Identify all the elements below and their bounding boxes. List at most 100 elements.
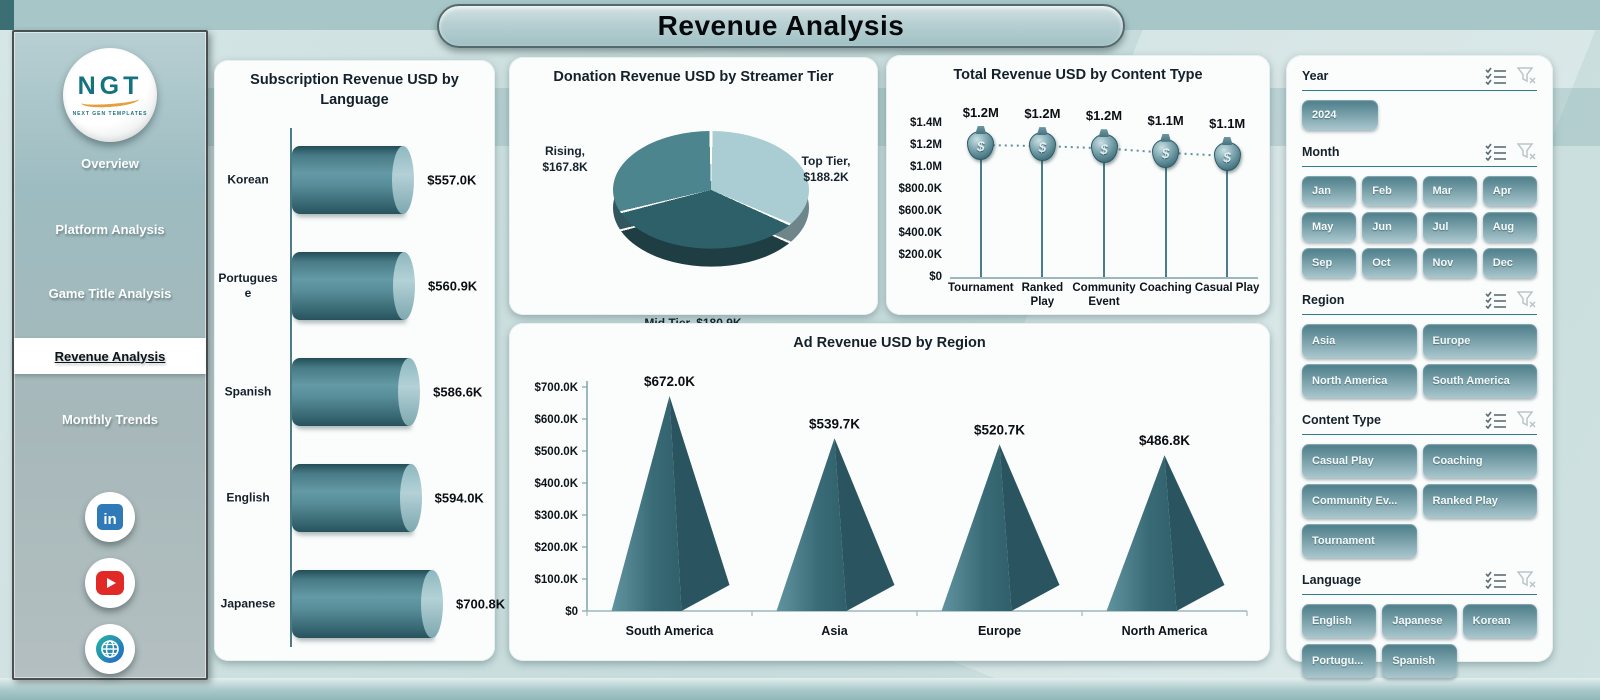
chart-title: Total Revenue USD by Content Type xyxy=(953,67,1203,83)
slicer-option-ranked-play[interactable]: Ranked Play xyxy=(1422,484,1537,518)
money-bag-icon[interactable]: $ xyxy=(1152,138,1180,168)
money-bag-icon[interactable]: $ xyxy=(1028,132,1056,162)
pie-slices[interactable] xyxy=(613,131,809,249)
pyramid-side-face xyxy=(834,438,895,611)
y-axis-line xyxy=(290,128,292,647)
slicer-options: Asia Europe North America South America xyxy=(1302,324,1537,398)
sidebar-item-game-title-analysis[interactable]: Game Title Analysis xyxy=(48,285,172,301)
slicer-option-south-america[interactable]: South America xyxy=(1422,364,1537,398)
value-label: $560.9K xyxy=(428,278,478,294)
slicer-option-dec[interactable]: Dec xyxy=(1482,248,1537,278)
category-label: Community Event xyxy=(1072,282,1136,308)
pyramid-front-face xyxy=(941,444,1012,611)
slicer-option-korean[interactable]: Korean xyxy=(1462,604,1537,638)
money-bag-icon[interactable]: $ xyxy=(1213,142,1241,171)
slicer-option-apr[interactable]: Apr xyxy=(1482,176,1537,206)
slicer-option-portugu[interactable]: Portugu... xyxy=(1302,644,1377,678)
value-label: $1.1M xyxy=(1209,116,1246,131)
sidebar-item-overview[interactable]: Overview xyxy=(81,155,139,171)
cylinder-bar[interactable] xyxy=(292,464,422,532)
category-label: Japanese xyxy=(220,596,276,611)
bar-row: Spanish $586.6K xyxy=(214,349,495,435)
money-bag-icon[interactable]: $ xyxy=(1090,134,1118,164)
cylinder-bar[interactable] xyxy=(292,358,421,426)
slicer-option-community-ev[interactable]: Community Ev... xyxy=(1302,484,1417,518)
select-all-icon[interactable] xyxy=(1485,67,1507,85)
category-label: English xyxy=(226,490,270,505)
money-bag-icon[interactable]: $ xyxy=(967,131,995,160)
pyramid-bar[interactable] xyxy=(611,395,730,611)
slicer-option-jan[interactable]: Jan xyxy=(1302,176,1357,206)
bottom-band xyxy=(0,678,1600,700)
slicer-option-japanese[interactable]: Japanese xyxy=(1382,604,1457,638)
slicer-options: English Japanese Korean Portugu... Spanish xyxy=(1302,604,1537,678)
slicer-option-aug[interactable]: Aug xyxy=(1482,212,1537,242)
slicer-option-north-america[interactable]: North America xyxy=(1302,364,1417,398)
clear-filter-icon[interactable] xyxy=(1517,571,1537,589)
slicer-option-feb[interactable]: Feb xyxy=(1362,176,1417,206)
select-all-icon[interactable] xyxy=(1485,411,1507,429)
sidebar-item-platform-analysis[interactable]: Platform Analysis xyxy=(55,221,165,237)
sidebar-item-revenue-analysis[interactable]: Revenue Analysis xyxy=(14,338,206,374)
pyramid-bar[interactable] xyxy=(776,438,895,611)
dollar-glyph: $ xyxy=(1223,148,1232,165)
y-axis-tick-label: $600.0K xyxy=(535,414,579,426)
slicer-option-tournament[interactable]: Tournament xyxy=(1302,524,1417,558)
linkedin-icon[interactable]: in xyxy=(85,492,135,542)
value-label: $557.0K xyxy=(427,172,477,188)
slicer-option-asia[interactable]: Asia xyxy=(1302,324,1417,358)
y-axis-tick-label: $1.0M xyxy=(910,161,942,173)
slicer-month: Month Jan Feb Mar Apr May Jun Jul Aug Sep Oct Nov D… xyxy=(1302,143,1537,278)
youtube-icon[interactable] xyxy=(85,558,135,608)
slicer-option-jun[interactable]: Jun xyxy=(1362,212,1417,242)
donation-revenue-chart: Donation Revenue USD by Streamer Tier To… xyxy=(509,57,878,330)
sidebar-item-monthly-trends[interactable]: Monthly Trends xyxy=(61,411,159,427)
sidebar: NGT NEXT GEN TEMPLATES Overview Platform … xyxy=(12,30,208,680)
select-all-icon[interactable] xyxy=(1485,291,1507,309)
bar-row: Korean $557.0K xyxy=(214,137,495,223)
cylinder-bar[interactable] xyxy=(292,146,415,214)
y-axis-tick-label: $0 xyxy=(565,606,578,618)
y-axis-tick-label: $200.0K xyxy=(535,542,579,554)
value-label: $1.1M xyxy=(1147,112,1184,128)
select-all-icon[interactable] xyxy=(1485,143,1507,161)
slicer-option-english[interactable]: English xyxy=(1302,604,1377,638)
pyramid-front-face xyxy=(611,395,682,611)
cylinder-bar[interactable] xyxy=(292,570,443,638)
pyramid-bar[interactable] xyxy=(941,444,1060,611)
marker-stem xyxy=(1226,166,1229,277)
clear-filter-icon[interactable] xyxy=(1517,143,1537,161)
slicer-option-spanish[interactable]: Spanish xyxy=(1382,644,1457,678)
slicer-option-mar[interactable]: Mar xyxy=(1422,176,1477,206)
globe-icon[interactable] xyxy=(85,624,135,674)
slicer-option-may[interactable]: May xyxy=(1302,212,1357,242)
slicer-option-europe[interactable]: Europe xyxy=(1422,324,1537,358)
slicer-option-oct[interactable]: Oct xyxy=(1362,248,1417,278)
value-label: $1.2M xyxy=(962,105,999,120)
slicer-title: Month xyxy=(1302,145,1340,159)
slicer-option-casual-play[interactable]: Casual Play xyxy=(1302,444,1417,478)
value-label: $700.8K xyxy=(456,596,506,612)
slicer-option-sep[interactable]: Sep xyxy=(1302,248,1357,278)
dollar-glyph: $ xyxy=(1100,140,1108,157)
category-label: Korean xyxy=(227,172,269,187)
clear-filter-icon[interactable] xyxy=(1517,67,1537,85)
slicer-option-2024[interactable]: 2024 xyxy=(1302,100,1378,130)
clear-filter-icon[interactable] xyxy=(1517,411,1537,429)
pyramid-bar[interactable] xyxy=(1106,455,1225,611)
cylinder-bar[interactable] xyxy=(292,252,416,320)
x-axis-line xyxy=(950,277,1258,279)
pie-label-top-tier: Top Tier, $188.2K xyxy=(801,154,851,185)
select-all-icon[interactable] xyxy=(1485,571,1507,589)
bar-row: Japanese $700.8K xyxy=(214,561,505,647)
slicer-option-nov[interactable]: Nov xyxy=(1422,248,1477,278)
y-axis-tick-label: $700.0K xyxy=(535,382,579,394)
y-axis-tick-label: $600.0K xyxy=(898,205,942,217)
slicer-option-coaching[interactable]: Coaching xyxy=(1422,444,1537,478)
value-label: $1.2M xyxy=(1024,106,1061,122)
marker-stem xyxy=(1164,162,1167,277)
pyramid-front-face xyxy=(1106,455,1177,611)
category-label: Coaching xyxy=(1139,282,1192,294)
slicer-option-jul[interactable]: Jul xyxy=(1422,212,1477,242)
clear-filter-icon[interactable] xyxy=(1517,291,1537,309)
